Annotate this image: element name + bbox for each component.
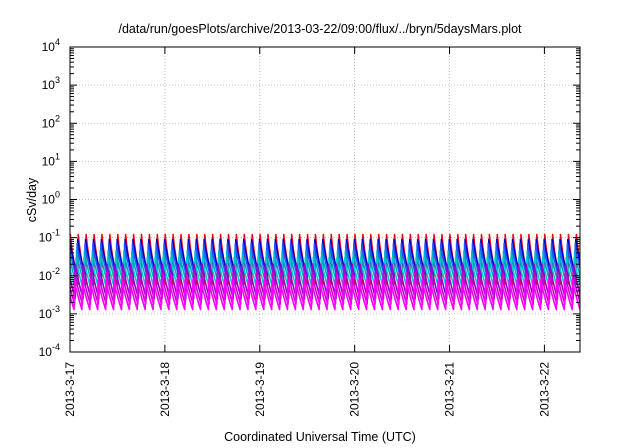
y-tick-label: 103 xyxy=(42,75,60,92)
x-tick-label: 2013-3-21 xyxy=(443,362,457,417)
x-tick-label: 2013-3-19 xyxy=(253,362,267,417)
y-tick-label: 10-3 xyxy=(39,304,60,321)
y-tick-labels: 10-4 10-3 10-2 10-1 100 101 102 103 104 xyxy=(39,37,60,359)
chart-title: /data/run/goesPlots/archive/2013-03-22/0… xyxy=(118,22,522,36)
y-tick-label: 104 xyxy=(42,37,60,54)
y-tick-label: 101 xyxy=(42,151,60,168)
axis-ticks xyxy=(69,46,580,353)
x-axis-label: Coordinated Universal Time (UTC) xyxy=(224,430,416,444)
y-tick-label: 10-4 xyxy=(39,342,60,359)
x-tick-label: 2013-3-20 xyxy=(348,362,362,417)
y-tick-label: 102 xyxy=(42,113,60,130)
x-tick-label: 2013-3-18 xyxy=(158,362,172,417)
y-tick-label: 100 xyxy=(42,190,60,207)
series-line-8 xyxy=(70,278,580,311)
x-tick-labels: 2013-3-17 2013-3-18 2013-3-19 2013-3-20 2013… xyxy=(63,362,551,417)
x-tick-label: 2013-3-17 xyxy=(63,362,77,417)
grid-lines xyxy=(70,47,580,352)
x-tick-label: 2013-3-22 xyxy=(537,362,551,417)
y-tick-label: 10-1 xyxy=(39,228,60,245)
y-tick-label: 10-2 xyxy=(39,266,60,283)
series-group xyxy=(70,233,580,311)
series-line-1 xyxy=(70,233,580,286)
